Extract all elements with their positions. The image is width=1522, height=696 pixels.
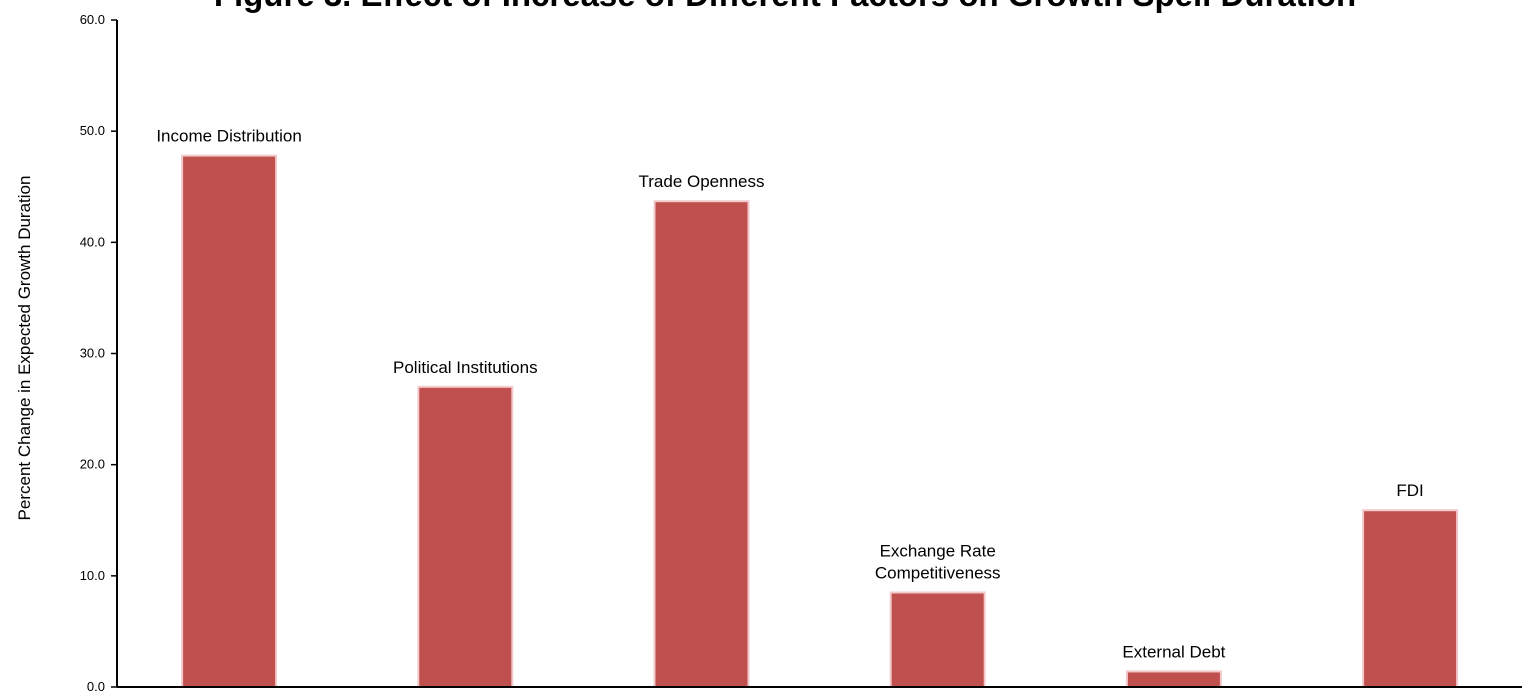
bars (181, 154, 1459, 689)
bar (181, 154, 278, 688)
y-tick-label: 10.0 (80, 568, 105, 583)
chart-title: Figure 3. Effect of Increase of Differen… (214, 0, 1356, 13)
bar-label: FDI (1396, 481, 1423, 500)
bar (653, 200, 750, 688)
bar-label: Trade Openness (639, 172, 765, 191)
bar-label: External Debt (1122, 642, 1225, 661)
y-axis-title: Percent Change in Expected Growth Durati… (15, 176, 34, 521)
bar-label: Income Distribution (156, 127, 302, 146)
bar (1125, 670, 1222, 688)
y-tick-label: 30.0 (80, 346, 105, 361)
y-tick-label: 40.0 (80, 234, 105, 249)
bar-labels: Income Distribution Political Institution… (156, 127, 1423, 662)
y-tick-label: 50.0 (80, 123, 105, 138)
bar-label: Political Institutions (393, 358, 538, 377)
bar (1362, 509, 1459, 688)
y-tick-label: 0.0 (87, 679, 105, 694)
y-axis-ticks: 0.0 10.0 20.0 30.0 40.0 50.0 60.0 (80, 12, 117, 694)
bar (417, 385, 514, 688)
bar-label: Competitiveness (875, 564, 1001, 583)
bar (889, 591, 986, 689)
y-tick-label: 20.0 (80, 457, 105, 472)
y-tick-label: 60.0 (80, 12, 105, 27)
bar-label: Exchange Rate (880, 542, 996, 561)
